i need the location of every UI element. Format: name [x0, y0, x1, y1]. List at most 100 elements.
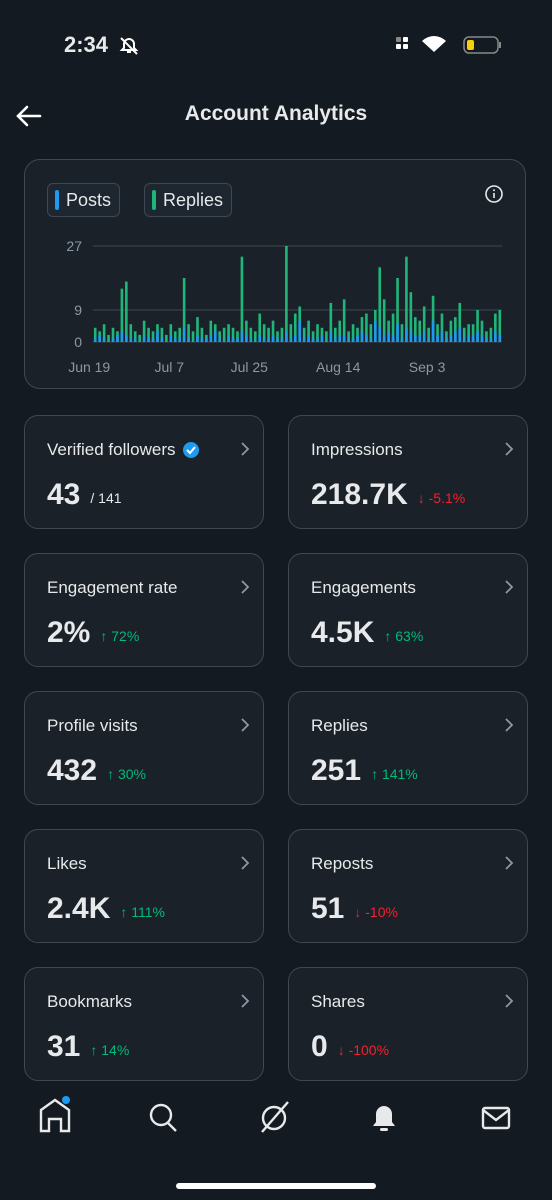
bar: [240, 331, 244, 342]
bar: [205, 338, 208, 342]
bar: [476, 331, 479, 342]
bar: [293, 334, 297, 342]
bar: [418, 320, 422, 342]
chevron: [241, 994, 250, 1008]
chart: 0 9 27 Jun 19 Jul 7 Jul 25 Aug 14 Sep 3: [66, 238, 502, 375]
bar: [480, 320, 484, 342]
chevron-path: [505, 856, 514, 870]
metric-change: ↑ 63%: [384, 628, 424, 644]
bar: [289, 338, 293, 342]
bar: [151, 331, 155, 342]
legend-swatch: [152, 190, 157, 210]
bar: [471, 334, 475, 342]
bar: [409, 292, 413, 342]
metric-card[interactable]: Bookmarks 31 ↑ 14%: [24, 967, 264, 1081]
chevron-path: [241, 856, 250, 870]
bar: [316, 324, 319, 342]
bar: [498, 334, 502, 342]
metric-card[interactable]: Reposts 51 ↓ -10%: [288, 829, 528, 943]
bar: [391, 334, 395, 342]
bar: [236, 338, 239, 342]
metric-value: 51: [311, 892, 345, 925]
metric-card[interactable]: Profile visits 432 ↑ 30%: [24, 691, 264, 805]
bar: [391, 313, 395, 342]
nav-messages[interactable]: [481, 1106, 511, 1130]
back-button[interactable]: [14, 104, 44, 128]
metric-card[interactable]: Shares 0 ↓ -100%: [288, 967, 528, 1081]
bar: [173, 331, 177, 342]
bar: [93, 327, 97, 342]
bar: [262, 338, 266, 342]
bar: [267, 327, 270, 342]
bar: [396, 278, 399, 342]
bar: [494, 331, 497, 342]
legend-item[interactable]: Posts: [47, 183, 121, 217]
chevron-path: [241, 580, 250, 594]
bar: [436, 334, 439, 342]
badge-check: [185, 446, 196, 455]
bar: [414, 317, 417, 342]
nav-search[interactable]: [149, 1103, 177, 1132]
bar: [449, 334, 453, 342]
bar: [116, 334, 119, 342]
bar: [107, 334, 110, 342]
legend-label: Posts: [66, 190, 112, 210]
y-tick-label: 27: [66, 238, 82, 254]
metric-value: 432: [47, 754, 98, 787]
chevron-path: [505, 580, 514, 594]
bar: [298, 320, 302, 342]
bar: [329, 302, 333, 342]
metric-card[interactable]: Likes 2.4K ↑ 111%: [24, 829, 264, 943]
metric-change: ↓ -5.1%: [417, 490, 466, 506]
legend-item[interactable]: Replies: [144, 183, 233, 217]
bar: [178, 327, 181, 342]
page-title: Account Analytics: [184, 102, 368, 125]
metric-change: ↑ 111%: [120, 904, 165, 920]
bar: [445, 331, 448, 342]
metric-card[interactable]: Engagement rate 2% ↑ 72%: [24, 553, 264, 667]
bar: [196, 317, 199, 342]
metric-card[interactable]: Impressions 218.7K ↓ -5.1%: [288, 415, 528, 529]
bar: [427, 327, 430, 342]
chevron: [505, 718, 514, 732]
bar: [138, 334, 141, 342]
nav-notifications[interactable]: [373, 1106, 395, 1131]
bar: [276, 338, 279, 342]
bar: [169, 334, 173, 342]
chevron-path: [241, 718, 250, 732]
bar: [98, 334, 101, 342]
bar: [462, 338, 466, 342]
metric-title: Engagement rate: [47, 578, 178, 597]
nav-home[interactable]: [39, 1096, 71, 1133]
x-tick-label: Jun 19: [68, 359, 110, 375]
bar: [142, 320, 146, 342]
chevron: [505, 856, 514, 870]
bar: [222, 327, 226, 342]
chevron-path: [505, 994, 514, 1008]
bar: [142, 334, 146, 342]
metric-card[interactable]: Engagements 4.5K ↑ 63%: [288, 553, 528, 667]
bar: [445, 338, 448, 342]
bar: [182, 327, 186, 342]
home-indicator: [176, 1183, 376, 1189]
bar: [431, 320, 435, 342]
info-icon[interactable]: [484, 184, 504, 204]
chevron: [241, 580, 250, 594]
nav-grok[interactable]: [261, 1101, 289, 1133]
bar: [311, 331, 315, 342]
bar: [369, 338, 373, 342]
bar: [422, 331, 426, 342]
bar: [267, 338, 270, 342]
bar: [462, 327, 466, 342]
bar: [365, 313, 368, 342]
chevron-path: [241, 994, 250, 1008]
bar: [280, 327, 284, 342]
metric-card[interactable]: Replies 251 ↑ 141%: [288, 691, 528, 805]
chevron: [505, 994, 514, 1008]
metric-card[interactable]: Verified followers 43 / 141: [24, 415, 264, 529]
bar: [369, 324, 373, 342]
bar: [218, 331, 222, 342]
y-tick-label: 9: [74, 302, 82, 318]
bar: [200, 338, 204, 342]
